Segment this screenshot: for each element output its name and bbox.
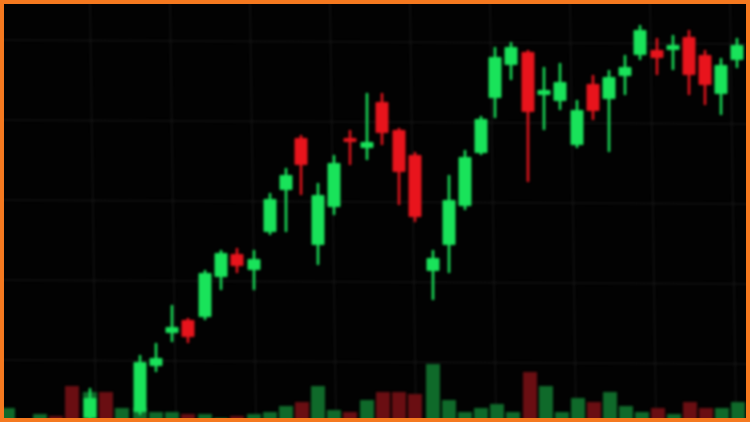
candle-up <box>279 175 293 190</box>
volume-bar <box>392 392 406 418</box>
candle-up <box>730 45 744 60</box>
candle-up <box>165 327 179 333</box>
volume-bar <box>33 414 47 418</box>
candle-down <box>294 138 308 165</box>
candle-up <box>618 67 632 76</box>
volume-bar <box>360 400 374 418</box>
candle-up <box>666 45 680 50</box>
volume-bar <box>731 402 745 418</box>
volume-bar <box>635 412 649 418</box>
grid-line <box>569 4 577 418</box>
volume-bar <box>490 404 504 418</box>
candle-up <box>83 398 97 418</box>
candle-up <box>360 142 374 148</box>
candle-down <box>682 37 696 75</box>
candle-up <box>474 119 488 153</box>
candle-up <box>488 57 502 98</box>
candle-up <box>504 47 518 65</box>
candle-up <box>198 273 212 317</box>
volume-bar <box>506 412 520 418</box>
grid-line <box>4 39 746 45</box>
candle-down <box>586 84 600 111</box>
volume-bar <box>327 410 341 418</box>
volume-bar <box>474 408 488 418</box>
volume-bar <box>408 394 422 418</box>
candle-up <box>426 258 440 271</box>
volume-bar <box>587 402 601 418</box>
volume-bar <box>539 386 553 418</box>
grid-line <box>4 119 746 125</box>
volume-bar <box>165 412 179 418</box>
candle-up <box>602 77 616 99</box>
volume-bar <box>571 398 585 418</box>
volume-bar <box>426 364 440 418</box>
volume-bar <box>683 402 697 418</box>
grid-line <box>4 359 746 365</box>
volume-bar <box>715 408 729 418</box>
volume-bar <box>555 412 569 418</box>
candle-up <box>133 362 147 412</box>
candle-up <box>311 195 325 245</box>
volume-bar <box>230 416 244 418</box>
volume-bar <box>49 416 63 418</box>
candle-up <box>714 65 728 94</box>
volume-bar <box>247 414 261 418</box>
candle-down <box>408 155 422 217</box>
candle-up <box>570 110 584 145</box>
volume-bar <box>667 414 681 418</box>
candle-up <box>553 82 567 101</box>
volume-bar <box>279 406 293 418</box>
volume-bar <box>214 418 228 422</box>
candle-down <box>650 50 664 58</box>
grid-line <box>169 4 177 418</box>
candle-up <box>537 90 551 95</box>
volume-bar <box>699 408 713 418</box>
candle-down <box>698 55 712 85</box>
volume-bar <box>99 392 113 418</box>
grid-line <box>89 4 97 418</box>
grid-line <box>4 279 746 285</box>
volume-bar <box>442 400 456 418</box>
volume-bar <box>295 402 309 418</box>
candle-up <box>247 259 261 270</box>
volume-bar <box>603 392 617 418</box>
grid-line <box>249 4 257 418</box>
volume-bar <box>619 406 633 418</box>
volume-bar <box>198 414 212 418</box>
candle-up <box>458 157 472 206</box>
candle-up <box>149 358 163 366</box>
volume-bar <box>376 392 390 418</box>
volume-bar <box>181 414 195 418</box>
grid-line <box>649 4 657 418</box>
candle-down <box>181 320 195 337</box>
volume-bar <box>263 412 277 418</box>
volume-bar <box>4 408 15 418</box>
candle-up <box>327 163 341 207</box>
volume-bar <box>311 386 325 418</box>
candle-down <box>343 138 357 142</box>
candle-down <box>392 130 406 172</box>
volume-bar <box>651 408 665 418</box>
candle-up <box>263 199 277 232</box>
volume-bar <box>149 412 163 418</box>
grid-line <box>729 4 737 418</box>
grid-line <box>4 199 746 205</box>
candle-up <box>214 253 228 277</box>
candle-down <box>230 254 244 266</box>
candle-up <box>442 200 456 245</box>
candle-down <box>521 52 535 112</box>
volume-bar <box>65 386 79 418</box>
volume-bar <box>115 408 129 418</box>
volume-bar <box>343 412 357 418</box>
candle-down <box>375 102 389 133</box>
volume-bar <box>523 372 537 418</box>
volume-bar <box>458 412 472 418</box>
candle-up <box>633 30 647 55</box>
